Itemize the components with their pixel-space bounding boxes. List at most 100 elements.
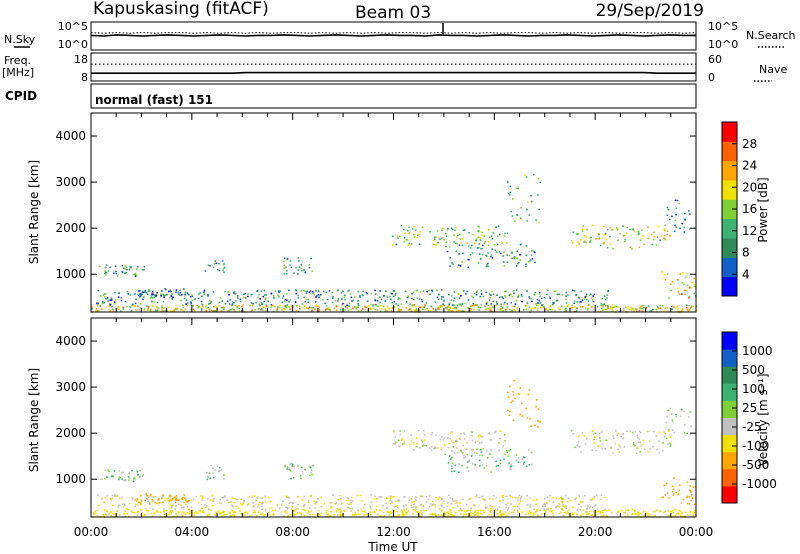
power-echo — [487, 252, 489, 254]
velocity-echo — [508, 512, 510, 515]
nave-label: Nave — [759, 63, 787, 76]
velocity-echo — [136, 498, 139, 501]
power-echo — [144, 289, 146, 292]
velocity-echo — [570, 515, 572, 517]
power-echo — [451, 307, 453, 309]
power-echo — [455, 310, 458, 312]
velocity-echo — [290, 462, 292, 464]
power-echo — [98, 265, 101, 267]
velocity-echo — [442, 439, 445, 441]
velocity-echo — [403, 441, 405, 443]
power-echo — [622, 225, 624, 227]
power-echo — [483, 242, 486, 244]
velocity-echo — [680, 511, 683, 514]
velocity-echo — [375, 509, 377, 511]
power-echo — [403, 240, 405, 243]
velocity-echo — [645, 512, 648, 515]
velocity-echo — [121, 472, 123, 474]
velocity-echo — [175, 499, 177, 501]
velocity-echo — [314, 503, 316, 505]
power-colorbar-tick-label: 24 — [742, 159, 757, 173]
velocity-echo — [389, 497, 392, 500]
velocity-echo — [479, 465, 481, 467]
power-echo — [120, 310, 122, 312]
velocity-echo — [167, 499, 169, 502]
velocity-echo — [212, 500, 214, 503]
power-echo — [295, 293, 298, 295]
power-echo — [447, 306, 450, 308]
power-echo — [155, 308, 157, 311]
power-echo — [348, 289, 350, 292]
power-echo — [576, 233, 578, 235]
velocity-echo — [112, 475, 114, 478]
power-echo — [454, 306, 456, 309]
velocity-echo — [397, 500, 400, 503]
power-echo — [573, 300, 576, 302]
power-echo — [205, 310, 207, 312]
power-echo — [208, 308, 211, 310]
power-echo — [209, 265, 211, 267]
velocity-echo — [656, 509, 659, 511]
power-echo — [239, 300, 242, 303]
power-echo — [577, 296, 580, 299]
velocity-echo — [168, 512, 170, 514]
power-echo — [252, 303, 254, 305]
power-echo — [281, 301, 283, 304]
velocity-echo — [642, 510, 645, 513]
velocity-echo — [168, 495, 171, 498]
power-echo — [303, 307, 305, 309]
power-echo — [458, 244, 461, 246]
velocity-echo — [492, 495, 495, 497]
power-echo — [160, 293, 162, 295]
power-echo — [135, 274, 138, 277]
power-echo — [554, 310, 556, 312]
power-echo — [573, 290, 576, 292]
velocity-echo — [394, 443, 396, 445]
power-echo — [413, 304, 415, 306]
velocity-echo — [473, 504, 475, 506]
power-echo — [177, 293, 180, 295]
velocity-echo — [627, 509, 629, 512]
power-echo — [393, 301, 396, 303]
velocity-echo — [562, 509, 564, 511]
power-echo — [463, 290, 465, 292]
velocity-echo — [363, 514, 365, 516]
x-axis-label: Time UT — [367, 540, 418, 554]
velocity-echo — [116, 510, 119, 512]
velocity-echo — [471, 449, 473, 451]
power-echo — [260, 302, 263, 304]
power-echo — [675, 214, 677, 216]
velocity-echo — [196, 512, 198, 515]
velocity-echo — [257, 511, 260, 513]
power-echo — [588, 294, 591, 296]
velocity-echo — [501, 514, 504, 516]
velocity-echo — [544, 511, 547, 513]
velocity-echo — [231, 514, 233, 516]
power-echo — [476, 237, 479, 239]
velocity-echo — [182, 496, 184, 499]
power-echo — [496, 303, 498, 305]
power-echo — [140, 303, 142, 305]
power-echo — [421, 300, 423, 303]
power-echo — [611, 229, 613, 231]
velocity-echo — [264, 495, 266, 498]
velocity-echo — [157, 511, 159, 513]
velocity-echo — [213, 497, 216, 500]
velocity-echo — [219, 512, 221, 515]
velocity-echo — [404, 509, 406, 512]
power-echo — [519, 254, 521, 256]
power-echo — [649, 310, 652, 312]
velocity-echo — [351, 500, 354, 502]
power-echo — [131, 304, 133, 307]
power-echo — [506, 303, 509, 305]
power-echo — [487, 241, 490, 243]
velocity-echo — [141, 512, 143, 514]
velocity-echo — [435, 514, 437, 517]
power-echo — [602, 309, 604, 311]
power-echo — [209, 302, 212, 304]
power-echo — [96, 302, 98, 305]
power-echo — [162, 300, 165, 303]
velocity-echo — [242, 501, 245, 503]
velocity-echo — [395, 515, 398, 518]
velocity-echo — [207, 476, 209, 479]
